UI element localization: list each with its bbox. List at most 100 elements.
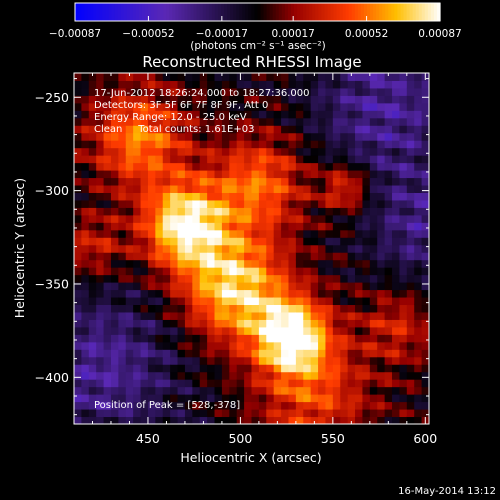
heatmap-cell <box>147 401 156 410</box>
heatmap-cell <box>406 416 415 424</box>
heatmap-cell <box>170 267 179 276</box>
heatmap-cell <box>214 132 223 141</box>
heatmap-cell <box>214 140 223 149</box>
heatmap-cell <box>147 80 156 89</box>
heatmap-cell <box>184 229 193 238</box>
heatmap-cell <box>347 147 356 156</box>
heatmap-cell <box>406 394 415 403</box>
heatmap-cell <box>96 394 105 403</box>
heatmap-cell <box>258 297 267 306</box>
colorbar-cell <box>348 3 353 21</box>
heatmap-cell <box>214 334 223 343</box>
heatmap-cell <box>295 117 304 126</box>
heatmap-cell <box>310 386 319 395</box>
heatmap-cell <box>332 274 341 283</box>
heatmap-cell <box>288 386 297 395</box>
heatmap-cell <box>258 289 267 298</box>
heatmap-cell <box>96 132 105 141</box>
heatmap-cell <box>421 199 429 208</box>
heatmap-cell <box>96 214 105 223</box>
heatmap-cell <box>310 289 319 298</box>
colorbar-cell <box>190 3 195 21</box>
heatmap-cell <box>74 162 82 171</box>
heatmap-cell <box>288 132 297 141</box>
heatmap-cell <box>332 401 341 410</box>
heatmap-cell <box>273 341 282 350</box>
heatmap-cell <box>406 199 415 208</box>
heatmap-cell <box>303 132 312 141</box>
heatmap-cell <box>258 349 267 358</box>
heatmap-cell <box>281 140 289 149</box>
heatmap-cell <box>184 155 193 164</box>
colorbar-cell <box>373 3 377 21</box>
heatmap-cell <box>110 364 119 373</box>
heatmap-cell <box>96 80 105 89</box>
heatmap-cell <box>303 304 312 313</box>
heatmap-cell <box>266 364 275 373</box>
heatmap-cell <box>266 326 275 335</box>
heatmap-cell <box>258 73 267 81</box>
heatmap-cell <box>125 267 134 276</box>
colorbar-cell <box>330 3 335 21</box>
heatmap-cell <box>88 394 97 403</box>
heatmap-cell <box>147 110 156 119</box>
heatmap-cell <box>147 341 156 350</box>
x-axis: 450 500 550 600 <box>91 73 437 446</box>
heatmap-cell <box>384 170 393 179</box>
heatmap-cell <box>266 267 275 276</box>
heatmap-cell <box>251 214 260 223</box>
heatmap-cell <box>355 170 363 179</box>
heatmap-cell <box>244 117 252 126</box>
heatmap-cell <box>273 162 282 171</box>
heatmap-cell <box>295 371 304 380</box>
heatmap-cell <box>236 282 245 291</box>
heatmap-cell <box>347 364 356 373</box>
heatmap-cell <box>347 73 356 81</box>
heatmap-cell <box>162 297 171 306</box>
heatmap-cell <box>125 132 134 141</box>
heatmap-cell <box>392 237 400 246</box>
heatmap-cell <box>399 110 408 119</box>
heatmap-cell <box>155 416 164 424</box>
heatmap-cell <box>251 207 260 216</box>
heatmap-cell <box>266 252 275 261</box>
colorbar-cell <box>151 3 155 21</box>
heatmap-cell <box>199 170 208 179</box>
heatmap-cell <box>266 222 275 231</box>
heatmap-cell <box>244 341 252 350</box>
heatmap-cell <box>74 207 82 216</box>
heatmap-cell <box>332 409 341 418</box>
colorbar-cell <box>87 3 91 21</box>
heatmap-cell <box>192 87 201 96</box>
heatmap-cell <box>177 304 186 313</box>
heatmap-cell <box>155 170 164 179</box>
heatmap-cell <box>207 207 216 216</box>
heatmap-cell <box>214 401 223 410</box>
colorbar-cell <box>157 3 161 21</box>
heatmap-cell <box>251 379 260 388</box>
heatmap-cell <box>281 379 289 388</box>
heatmap-cell <box>147 244 156 253</box>
heatmap-cell <box>140 177 149 186</box>
heatmap-cell <box>281 349 289 358</box>
heatmap-cell <box>399 334 408 343</box>
annotation-time-range: 17-Jun-2012 18:26:24.000 to 18:27:36.000 <box>94 88 310 99</box>
heatmap-cell <box>266 73 275 81</box>
heatmap-cell <box>74 304 82 313</box>
heatmap-cell <box>81 311 90 320</box>
heatmap-cell <box>273 311 282 320</box>
heatmap-cell <box>281 319 289 328</box>
heatmap-cell <box>399 289 408 298</box>
heatmap-cell <box>244 73 252 81</box>
heatmap-cell <box>332 386 341 395</box>
heatmap-cell <box>392 267 400 276</box>
heatmap-cell <box>199 341 208 350</box>
heatmap-cell <box>184 274 193 283</box>
heatmap-cell <box>192 259 201 268</box>
heatmap-cell <box>362 371 371 380</box>
heatmap-cell <box>384 222 393 231</box>
heatmap-cell <box>184 132 193 141</box>
heatmap-cell <box>103 364 112 373</box>
heatmap-cell <box>421 259 429 268</box>
heatmap-cell <box>155 334 164 343</box>
